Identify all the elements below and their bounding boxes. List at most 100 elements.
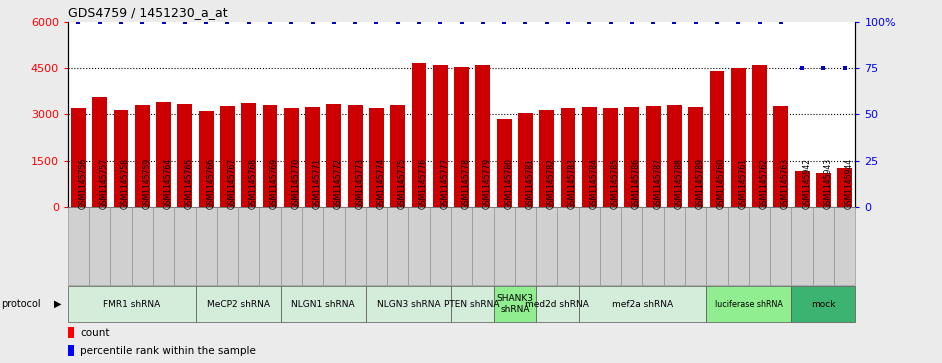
FancyBboxPatch shape bbox=[153, 207, 174, 285]
FancyBboxPatch shape bbox=[472, 207, 494, 285]
Text: SHANK3
shRNA: SHANK3 shRNA bbox=[496, 294, 533, 314]
Bar bbox=[816, 173, 831, 207]
Text: GSM1145784: GSM1145784 bbox=[590, 158, 598, 209]
Bar bbox=[263, 105, 278, 207]
FancyBboxPatch shape bbox=[217, 207, 238, 285]
FancyBboxPatch shape bbox=[345, 207, 365, 285]
FancyBboxPatch shape bbox=[259, 207, 281, 285]
Text: GSM1145760: GSM1145760 bbox=[717, 158, 726, 209]
Text: GSM1145762: GSM1145762 bbox=[759, 158, 769, 209]
FancyBboxPatch shape bbox=[791, 286, 855, 322]
Bar bbox=[476, 65, 491, 207]
Bar bbox=[220, 106, 235, 207]
FancyBboxPatch shape bbox=[494, 207, 514, 285]
FancyBboxPatch shape bbox=[791, 207, 813, 285]
Text: GSM1145766: GSM1145766 bbox=[206, 158, 215, 209]
FancyBboxPatch shape bbox=[749, 207, 771, 285]
Text: GSM1145759: GSM1145759 bbox=[142, 158, 152, 209]
Text: NLGN3 shRNA: NLGN3 shRNA bbox=[377, 299, 440, 309]
Text: med2d shRNA: med2d shRNA bbox=[526, 299, 590, 309]
FancyBboxPatch shape bbox=[323, 207, 345, 285]
Text: percentile rank within the sample: percentile rank within the sample bbox=[80, 346, 256, 356]
Bar bbox=[731, 68, 746, 207]
FancyBboxPatch shape bbox=[600, 207, 621, 285]
FancyBboxPatch shape bbox=[494, 286, 536, 322]
Text: MeCP2 shRNA: MeCP2 shRNA bbox=[206, 299, 269, 309]
Text: GSM1145781: GSM1145781 bbox=[526, 158, 534, 209]
Bar bbox=[837, 168, 853, 207]
Bar bbox=[667, 105, 682, 207]
Text: mef2a shRNA: mef2a shRNA bbox=[612, 299, 673, 309]
Bar bbox=[773, 106, 788, 207]
Text: GSM1145776: GSM1145776 bbox=[419, 158, 428, 209]
Bar bbox=[199, 111, 214, 207]
FancyBboxPatch shape bbox=[68, 207, 89, 285]
FancyBboxPatch shape bbox=[281, 207, 302, 285]
Text: FMR1 shRNA: FMR1 shRNA bbox=[103, 299, 160, 309]
Text: GSM1145775: GSM1145775 bbox=[398, 158, 407, 209]
FancyBboxPatch shape bbox=[196, 207, 217, 285]
Text: GSM1145785: GSM1145785 bbox=[610, 158, 620, 209]
FancyBboxPatch shape bbox=[365, 207, 387, 285]
Text: GSM1145780: GSM1145780 bbox=[504, 158, 513, 209]
FancyBboxPatch shape bbox=[536, 207, 558, 285]
Bar bbox=[560, 108, 576, 207]
FancyBboxPatch shape bbox=[132, 207, 153, 285]
FancyBboxPatch shape bbox=[514, 207, 536, 285]
Bar bbox=[390, 105, 405, 207]
Text: GSM1145944: GSM1145944 bbox=[845, 158, 853, 209]
Bar bbox=[177, 103, 192, 207]
Text: NLGN1 shRNA: NLGN1 shRNA bbox=[291, 299, 355, 309]
FancyBboxPatch shape bbox=[664, 207, 685, 285]
FancyBboxPatch shape bbox=[365, 286, 451, 322]
FancyBboxPatch shape bbox=[706, 207, 727, 285]
FancyBboxPatch shape bbox=[813, 207, 834, 285]
FancyBboxPatch shape bbox=[451, 207, 472, 285]
Text: GSM1145787: GSM1145787 bbox=[653, 158, 662, 209]
FancyBboxPatch shape bbox=[409, 207, 430, 285]
Text: GSM1145769: GSM1145769 bbox=[270, 158, 279, 209]
Text: PTEN shRNA: PTEN shRNA bbox=[445, 299, 500, 309]
Text: GSM1145942: GSM1145942 bbox=[803, 158, 811, 209]
Text: GSM1145758: GSM1145758 bbox=[121, 158, 130, 209]
FancyBboxPatch shape bbox=[706, 286, 791, 322]
Text: GSM1145777: GSM1145777 bbox=[440, 158, 449, 209]
Text: luciferase shRNA: luciferase shRNA bbox=[715, 299, 783, 309]
FancyBboxPatch shape bbox=[834, 207, 855, 285]
Bar bbox=[68, 327, 74, 338]
Text: GSM1145772: GSM1145772 bbox=[333, 158, 343, 209]
FancyBboxPatch shape bbox=[281, 286, 365, 322]
Text: protocol: protocol bbox=[1, 299, 41, 309]
FancyBboxPatch shape bbox=[621, 207, 642, 285]
Text: GSM1145788: GSM1145788 bbox=[674, 158, 684, 209]
Bar bbox=[71, 108, 86, 207]
Bar bbox=[369, 108, 384, 207]
Text: GSM1145756: GSM1145756 bbox=[78, 158, 88, 209]
Bar bbox=[327, 103, 341, 207]
Bar bbox=[68, 345, 74, 356]
Bar bbox=[795, 171, 809, 207]
Bar bbox=[496, 119, 512, 207]
FancyBboxPatch shape bbox=[578, 286, 706, 322]
Bar bbox=[454, 66, 469, 207]
Bar bbox=[689, 107, 703, 207]
Bar bbox=[518, 113, 533, 207]
Bar bbox=[412, 64, 427, 207]
Bar bbox=[645, 106, 660, 207]
Text: GSM1145789: GSM1145789 bbox=[696, 158, 705, 209]
Bar bbox=[241, 103, 256, 207]
Text: count: count bbox=[80, 328, 110, 338]
Text: GSM1145768: GSM1145768 bbox=[249, 158, 258, 209]
FancyBboxPatch shape bbox=[238, 207, 259, 285]
Bar bbox=[582, 107, 596, 207]
Text: GSM1145783: GSM1145783 bbox=[568, 158, 577, 209]
Bar bbox=[603, 108, 618, 207]
Text: GSM1145771: GSM1145771 bbox=[313, 158, 321, 209]
Bar bbox=[752, 65, 767, 207]
FancyBboxPatch shape bbox=[685, 207, 706, 285]
Bar bbox=[156, 102, 171, 207]
Text: GSM1145764: GSM1145764 bbox=[164, 158, 172, 209]
FancyBboxPatch shape bbox=[430, 207, 451, 285]
Bar bbox=[284, 108, 299, 207]
FancyBboxPatch shape bbox=[727, 207, 749, 285]
